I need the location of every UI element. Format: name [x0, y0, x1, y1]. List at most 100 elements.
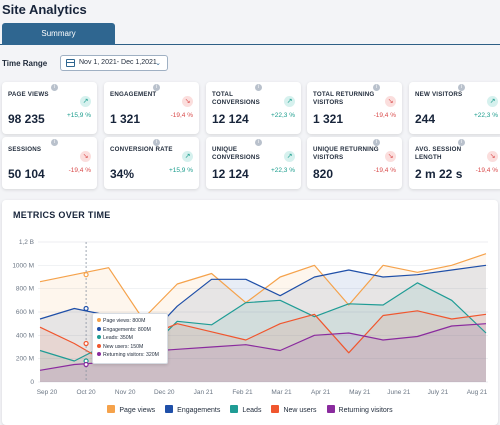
tooltip-text: Returning visitors: 320M — [103, 352, 159, 359]
tooltip-row: Page views: 800M — [97, 317, 163, 326]
x-tick-label: Apr 21 — [311, 389, 331, 396]
y-tick-label: 800 M — [16, 286, 34, 293]
y-tick-label: 200 M — [16, 356, 34, 363]
x-tick-label: Feb 21 — [232, 389, 253, 396]
legend-label: Returning visitors — [338, 407, 393, 414]
legend-swatch — [230, 405, 239, 413]
metric-value: 12 124 — [212, 112, 249, 126]
calendar-icon — [66, 59, 75, 67]
info-icon[interactable]: i — [373, 84, 380, 91]
date-range-picker[interactable]: Nov 1, 2021- Dec 1,2021 ⌄ — [60, 55, 168, 71]
y-tick-label: 600 M — [16, 309, 34, 316]
metric-value: 98 235 — [8, 112, 45, 126]
metric-card: i TOTAL RETURNING VISITORS ↘ 1 321 -19,4 % — [307, 82, 402, 134]
metric-value: 1 321 — [313, 112, 344, 126]
metric-delta: +15,9 % — [66, 112, 91, 119]
series-dot — [97, 318, 101, 322]
metric-card: i UNIQUE RETURNING VISITORS ↘ 820 -19,4 % — [307, 137, 402, 189]
info-icon[interactable]: i — [153, 139, 160, 146]
trend-up-icon: ↗ — [182, 151, 193, 162]
metric-delta: -19,4 % — [68, 167, 91, 174]
legend-swatch — [165, 405, 174, 413]
metrics-over-time-card: METRICS OVER TIME 0 200 M 400 M 600 M 800 M 1… — [2, 200, 498, 425]
trend-up-icon: ↗ — [80, 96, 91, 107]
metric-label: TOTAL RETURNING VISITORS — [313, 91, 375, 106]
metric-delta: +22,3 % — [473, 112, 498, 119]
y-tick-label: 1,2 B — [19, 239, 34, 246]
info-icon[interactable]: i — [373, 139, 380, 146]
metric-label: UNIQUE RETURNING VISITORS — [313, 146, 379, 161]
info-icon[interactable]: i — [458, 139, 465, 146]
trend-up-icon: ↗ — [284, 96, 295, 107]
metric-label: PAGE VIEWS — [8, 91, 49, 98]
metric-delta: -19,4 % — [170, 112, 193, 119]
info-icon[interactable]: i — [255, 84, 262, 91]
chart-legend: Page views Engagements Leads New users Retur… — [2, 405, 498, 414]
legend-swatch — [271, 405, 280, 413]
data-point — [83, 305, 89, 312]
y-tick-label: 400 M — [16, 332, 34, 339]
metric-card: i UNIQUE CONVERSIONS ↗ 12 124 +22,3 % — [206, 137, 301, 189]
tab-summary[interactable]: Summary — [2, 23, 115, 45]
x-tick-label: Mar 21 — [271, 389, 292, 396]
metric-delta: -19,4 % — [373, 167, 396, 174]
series-dot — [97, 352, 101, 357]
legend-swatch — [326, 405, 335, 413]
y-tick-label: 1000 M — [12, 262, 34, 269]
series-dot — [97, 343, 101, 348]
legend-item[interactable]: Returning visitors — [326, 405, 393, 414]
metric-delta: -19,4 % — [373, 112, 396, 119]
metric-label: AVG. SESSION LENGTH — [415, 146, 462, 161]
legend-label: Page views — [119, 407, 156, 414]
x-tick-label: Jan 21 — [194, 389, 214, 396]
tooltip-text: Leads: 350M — [103, 335, 133, 342]
tooltip-row: New users: 150M — [97, 343, 163, 352]
x-tick-label: June 21 — [387, 389, 411, 396]
date-range-value: Nov 1, 2021- Dec 1,2021 — [79, 59, 157, 66]
info-icon[interactable]: i — [153, 84, 160, 91]
metric-card: i TOTAL CONVERSIONS ↗ 12 124 +22,3 % — [206, 82, 301, 134]
metric-card: i CONVERSION RATE ↗ 34% +15,9 % — [104, 137, 199, 189]
data-point — [83, 361, 89, 368]
metric-label: CONVERSION RATE — [110, 146, 173, 153]
series-line — [39, 253, 487, 320]
legend-item[interactable]: Engagements — [165, 405, 220, 414]
series-area — [40, 310, 486, 382]
tooltip-text: Page views: 800M — [103, 318, 146, 324]
y-tick-label: 0 — [30, 379, 34, 386]
x-tick-label: July 21 — [428, 389, 449, 396]
tooltip-text: New users: 150M — [103, 343, 144, 350]
metric-delta: +22,3 % — [270, 167, 295, 174]
data-point — [83, 272, 89, 278]
metric-card: i PAGE VIEWS ↗ 98 235 +15,9 % — [2, 82, 97, 134]
tooltip-row: Returning visitors: 320M — [97, 351, 163, 360]
x-tick-label: Nov 20 — [115, 389, 136, 396]
trend-down-icon: ↘ — [487, 151, 498, 162]
metric-label: TOTAL CONVERSIONS — [212, 91, 260, 106]
chart-tooltip: Page views: 800M Engagements: 800M Leads: … — [92, 313, 168, 364]
info-icon[interactable]: i — [458, 84, 465, 91]
info-icon[interactable]: i — [51, 84, 58, 91]
metric-delta: +22,3 % — [270, 112, 295, 119]
metric-delta: +15,9 % — [168, 167, 193, 174]
metric-value: 1 321 — [110, 112, 141, 126]
legend-item[interactable]: Leads — [230, 405, 261, 414]
metric-label: UNIQUE CONVERSIONS — [212, 146, 260, 161]
chevron-down-icon: ⌄ — [155, 60, 161, 67]
info-icon[interactable]: i — [255, 139, 262, 146]
legend-swatch — [107, 405, 116, 413]
trend-down-icon: ↘ — [385, 96, 396, 107]
tooltip-text: Engagements: 800M — [103, 326, 151, 333]
legend-label: Engagements — [177, 407, 221, 414]
metrics-chart: 0 200 M 400 M 600 M 800 M 1000 M 1,2 B Sep 20 Oc… — [12, 239, 488, 396]
metric-value: 244 — [415, 112, 436, 126]
legend-item[interactable]: Page views — [107, 405, 155, 414]
metric-value: 34% — [110, 167, 135, 181]
data-point — [83, 340, 89, 347]
x-tick-label: May 21 — [349, 389, 371, 396]
tab-bar: Summary — [0, 23, 500, 45]
info-icon[interactable]: i — [51, 139, 58, 146]
metric-label: NEW VISITORS — [415, 91, 463, 98]
metric-value: 50 104 — [8, 167, 45, 181]
legend-item[interactable]: New users — [271, 405, 317, 414]
